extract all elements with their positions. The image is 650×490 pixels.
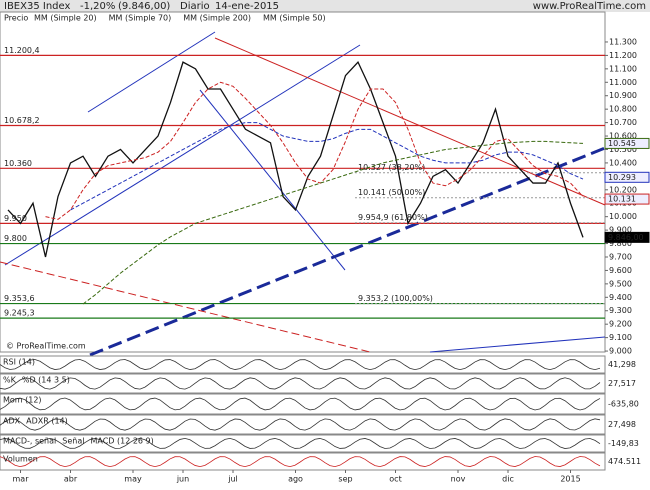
price-line bbox=[7, 60, 584, 258]
indicator-panel bbox=[0, 355, 606, 374]
x-tick-label: 2015 bbox=[560, 475, 580, 484]
legend-entry: MM (Simple 20) bbox=[34, 14, 97, 23]
price-marker-label: 10.131 bbox=[608, 195, 636, 204]
indicator-line bbox=[0, 418, 601, 431]
y-tick-label: 9.500 bbox=[609, 279, 632, 288]
y-tick-label: 10.500 bbox=[609, 145, 637, 154]
price-marker bbox=[604, 171, 650, 183]
level-label: 11.200,4 bbox=[4, 46, 40, 55]
panel-label: %D (14 3 5) bbox=[22, 376, 70, 385]
panel-label: Volumen bbox=[3, 455, 38, 464]
y-tick-label: 10.700 bbox=[609, 118, 637, 127]
fib-label: 10.141 (50,00%) bbox=[358, 188, 425, 197]
trend-lines bbox=[0, 31, 606, 357]
panel-last-value: 27,517 bbox=[608, 379, 636, 388]
y-tick-label: 9.000 bbox=[609, 347, 632, 356]
price-marker-label: 10.545 bbox=[608, 139, 636, 148]
x-tick-label: nov bbox=[451, 475, 466, 484]
y-tick-label: 10.800 bbox=[609, 105, 637, 114]
x-tick-label: mar bbox=[13, 475, 30, 484]
moving-average bbox=[70, 122, 584, 211]
y-tick-label: 10.200 bbox=[609, 185, 637, 194]
period: Diario bbox=[180, 1, 210, 12]
fib-label: 9.353,2 (100,00%) bbox=[358, 294, 433, 303]
y-tick-label: 9.600 bbox=[609, 266, 632, 275]
legend-entry: MM (Simple 70) bbox=[109, 14, 172, 23]
y-tick-label: 11.200 bbox=[609, 51, 637, 60]
moving-average bbox=[45, 81, 584, 220]
panel-label: ADXR (14) bbox=[26, 417, 68, 426]
level-label: 10.360 bbox=[4, 159, 32, 168]
y-tick-label: 9.800 bbox=[609, 239, 632, 248]
x-tick-label: ago bbox=[288, 475, 303, 484]
y-tick-label: 10.000 bbox=[609, 212, 637, 221]
indicator-panel bbox=[0, 434, 606, 453]
price-marker-label: 9.846,00 bbox=[608, 233, 644, 242]
y-tick-label: 9.100 bbox=[609, 333, 632, 342]
price-marker bbox=[604, 193, 650, 205]
y-tick-label: 11.300 bbox=[609, 37, 637, 46]
fib-label: 9.954,9 (61,80%) bbox=[358, 213, 428, 222]
legend-entry-inactive: MM (Simple 50) bbox=[263, 14, 326, 23]
indicator-line bbox=[0, 397, 601, 411]
y-tick-label: 10.600 bbox=[609, 132, 637, 141]
header-bar bbox=[0, 0, 650, 12]
x-tick-label: abr bbox=[64, 475, 78, 484]
x-tick-label: oct bbox=[389, 475, 401, 484]
date: 14-ene-2015 bbox=[215, 1, 279, 12]
x-tick-label: sep bbox=[338, 475, 352, 484]
panel-label: MACD-, señal bbox=[3, 437, 56, 446]
level-label: 10.678,2 bbox=[4, 116, 40, 125]
panel-label: Mom (12) bbox=[3, 396, 42, 405]
indicator-line bbox=[0, 359, 601, 371]
price-marker bbox=[604, 231, 650, 243]
panel-label: Señal bbox=[62, 437, 84, 446]
price-marker bbox=[604, 137, 650, 149]
symbol: IBEX35 Index bbox=[4, 1, 70, 12]
indicator-panel bbox=[0, 373, 606, 394]
level-label: 9.353,6 bbox=[4, 294, 35, 303]
panel-label: %K bbox=[3, 376, 17, 385]
y-tick-label: 9.900 bbox=[609, 226, 632, 235]
indicator-line bbox=[0, 377, 601, 390]
panel-label: RSI (14) bbox=[3, 358, 35, 367]
panel-label: MACD (12 26 9) bbox=[90, 437, 153, 446]
level-label: 9.245,3 bbox=[4, 309, 35, 318]
panel-last-value: -635,80 bbox=[608, 400, 639, 409]
legend-price: Precio bbox=[4, 14, 28, 23]
fib-label: 10.327 (38,20%) bbox=[358, 163, 425, 172]
panel-last-value: -149,83 bbox=[608, 439, 639, 448]
panel-last-value: 41,298 bbox=[608, 360, 636, 369]
panel-label: ADX bbox=[3, 417, 21, 426]
x-tick-label: may bbox=[124, 475, 142, 484]
legend-entry: MM (Simple 200) bbox=[183, 14, 251, 23]
change: -1,20% bbox=[80, 1, 115, 12]
price-marker-label: 10.293 bbox=[608, 173, 636, 182]
y-tick-label: 9.400 bbox=[609, 293, 632, 302]
x-tick-label: dic bbox=[502, 475, 514, 484]
indicator-panel bbox=[0, 452, 606, 471]
y-tick-label: 10.900 bbox=[609, 91, 637, 100]
plot-frame bbox=[0, 11, 606, 353]
y-tick-label: 11.100 bbox=[609, 64, 637, 73]
indicator-panel bbox=[0, 393, 606, 415]
indicator-line bbox=[0, 456, 601, 468]
watermark: © ProRealTime.com bbox=[6, 342, 86, 351]
y-tick-label: 9.300 bbox=[609, 306, 632, 315]
panel-last-value: 27,498 bbox=[608, 420, 636, 429]
moving-average bbox=[82, 140, 584, 305]
site: www.ProRealTime.com bbox=[533, 1, 646, 12]
x-tick-label: jul bbox=[227, 475, 238, 484]
y-tick-label: 10.400 bbox=[609, 158, 637, 167]
y-tick-label: 9.700 bbox=[609, 252, 632, 261]
y-tick-label: 9.200 bbox=[609, 320, 632, 329]
level-label: 9.800 bbox=[4, 234, 27, 243]
x-tick-label: jun bbox=[176, 475, 189, 484]
last: (9.846,00) bbox=[118, 1, 170, 12]
indicator-line bbox=[0, 437, 601, 449]
panel-last-value: 474.511 bbox=[608, 457, 641, 466]
y-tick-label: 11.000 bbox=[609, 78, 637, 87]
